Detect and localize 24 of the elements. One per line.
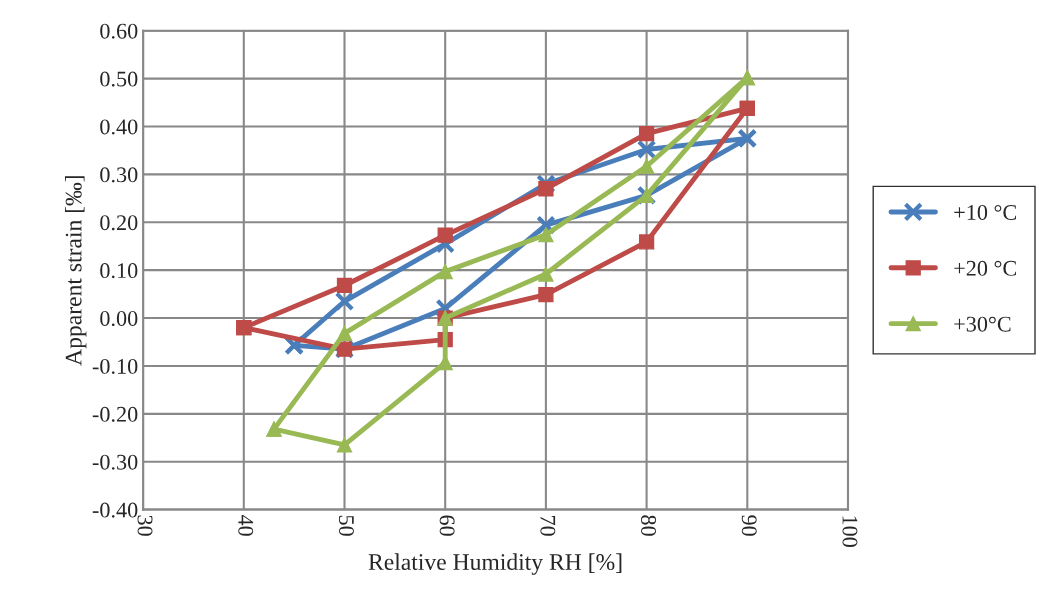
x-axis-title: Relative Humidity RH [%] xyxy=(368,553,622,575)
y-tick-label: 0.60 xyxy=(100,23,138,39)
x-tick-label: 50 xyxy=(338,515,354,536)
x-tick-label: 60 xyxy=(439,515,455,536)
y-tick-label: 0.00 xyxy=(100,310,138,327)
y-tick-label: 0.30 xyxy=(100,167,138,183)
y-tick-label: 0.20 xyxy=(100,215,138,231)
legend-label: +30°C xyxy=(954,316,1011,332)
y-tick-label: 0.40 xyxy=(100,119,138,135)
x-tick-label: 90 xyxy=(741,515,757,536)
x-tick-label: 70 xyxy=(540,515,556,536)
y-tick-label: 0.10 xyxy=(100,263,138,279)
x-tick-label: 30 xyxy=(137,515,153,536)
y-tick-label: -0.20 xyxy=(92,406,138,422)
x-tick-label: 100 xyxy=(842,516,858,547)
y-tick-label: 0.50 xyxy=(100,71,138,87)
y-tick-label: -0.40 xyxy=(92,502,138,518)
y-axis-title: Apparent strain [‰] xyxy=(64,176,87,366)
x-tick-label: 40 xyxy=(238,514,254,536)
legend-label: +20 °C xyxy=(954,260,1016,276)
y-tick-label: -0.10 xyxy=(92,358,138,374)
y-tick-label: -0.30 xyxy=(92,454,138,470)
x-tick-label: 80 xyxy=(641,515,657,536)
legend-label: +10 °C xyxy=(954,204,1016,220)
